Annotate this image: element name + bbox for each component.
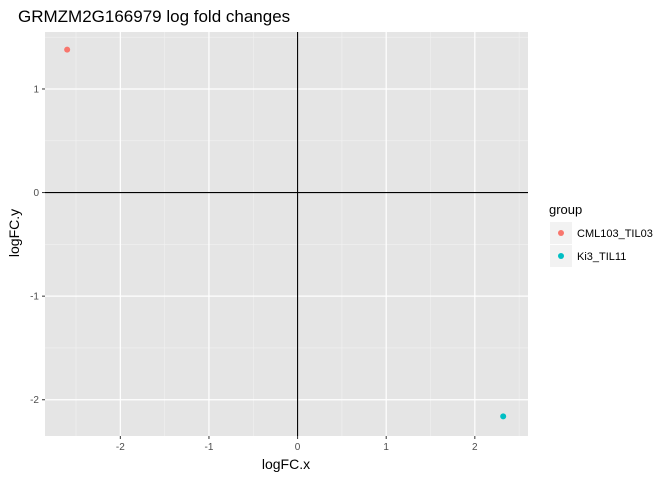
x-tick-label: 0 — [295, 442, 301, 453]
y-tick-label: 1 — [33, 84, 39, 95]
data-point — [64, 46, 71, 53]
x-tick-label: 2 — [472, 442, 478, 453]
x-tick-label: 1 — [383, 442, 389, 453]
reference-lines — [45, 32, 528, 436]
data-points — [64, 46, 507, 420]
x-axis-ticks: -2 -1 0 1 2 — [116, 436, 478, 453]
legend: group CML103_TIL03 Ki3_TIL11 — [549, 202, 653, 267]
chart-title: GRMZM2G166979 log fold changes — [18, 7, 290, 26]
y-axis-label: logFC.y — [6, 209, 22, 257]
y-axis-ticks: -2 -1 0 1 — [30, 84, 45, 406]
y-tick-label: -1 — [30, 292, 39, 303]
plot-panel — [45, 32, 528, 436]
legend-title: group — [549, 202, 582, 217]
minor-gridlines — [45, 32, 528, 436]
legend-marker — [558, 253, 564, 259]
x-tick-label: -2 — [116, 442, 125, 453]
legend-items: CML103_TIL03 Ki3_TIL11 — [550, 222, 653, 267]
x-axis-label: logFC.x — [262, 456, 310, 472]
legend-label: CML103_TIL03 — [577, 228, 653, 240]
data-point — [500, 413, 507, 420]
legend-label: Ki3_TIL11 — [577, 251, 626, 263]
legend-marker — [558, 230, 564, 236]
y-tick-label: -2 — [30, 395, 39, 406]
x-tick-label: -1 — [205, 442, 214, 453]
y-tick-label: 0 — [33, 188, 39, 199]
